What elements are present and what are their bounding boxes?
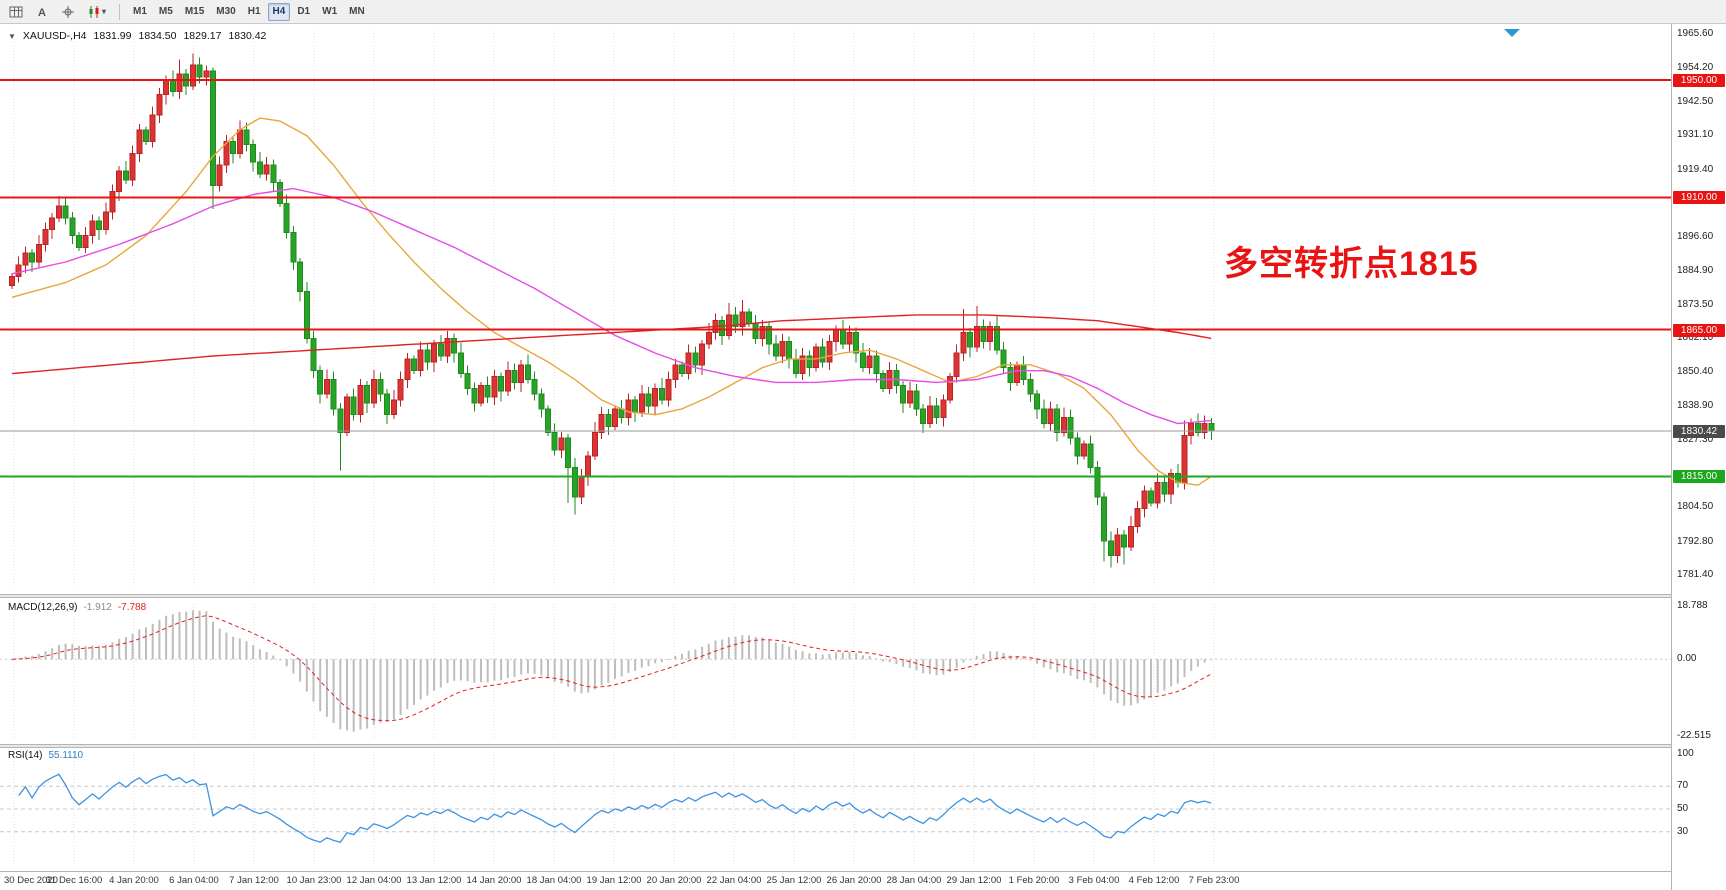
horizontal-lines [0,78,1671,478]
macd-signal-value: -7.788 [117,602,147,613]
high-value: 1834.50 [138,30,177,42]
timeframe-button-d1[interactable]: D1 [297,6,311,17]
timeframe-button-h4[interactable]: H4 [267,2,291,21]
rsi-axis-label: 70 [1677,780,1689,792]
time-axis-label: 14 Jan 20:00 [466,875,522,886]
price-axis-label: 1862.10 [1677,332,1714,344]
candles-group [9,53,1215,568]
dropdown-caret-icon[interactable]: ▾ [102,7,107,16]
macd-axis-max-label: 18.788 [1677,600,1708,611]
time-axis[interactable]: 30 Dec 2020 31 Dec 16:00 4 Jan 20:00 6 Jan … [0,871,1671,887]
bull-bear-annotation-text: 多空转折点1815 [1224,245,1479,283]
ma-mid-magenta [11,187,1212,425]
chart-canvas[interactable] [0,24,1726,890]
hline-price-tag: 1865.00 [1673,323,1725,337]
time-axis-label: 4 Feb 12:00 [1128,875,1180,886]
chart-shift-marker-icon[interactable] [1504,29,1520,37]
time-axis-label: 13 Jan 12:00 [406,875,462,886]
timeframe-button-group: M1 M5 M15 M30 H1 H4 D1 W1 MN [128,2,370,21]
one-click-expander-icon[interactable]: ▼ [8,31,16,41]
price-axis-label: 1942.50 [1677,95,1714,107]
grid-lines [13,30,1215,866]
time-axis-label: 7 Feb 23:00 [1188,875,1240,886]
rsi-axis-label: 100 [1677,748,1694,759]
rsi-value: 55.1110 [48,750,84,761]
quotes-grid-icon[interactable] [4,3,28,21]
toolbar: A ▾ M1 M5 M15 M30 H1 H4 D1 W1 MN [0,0,1726,24]
price-axis-label: 1884.90 [1677,265,1714,277]
rsi-axis-label: 50 [1677,803,1689,814]
price-axis-label: 1838.90 [1677,400,1714,412]
pane-separator-rsi[interactable] [0,744,1726,748]
chart-type-icon[interactable]: ▾ [82,3,111,21]
price-axis-label: 1804.50 [1677,501,1714,513]
ma-slow-red [11,314,1212,375]
time-axis-label: 12 Jan 04:00 [346,875,402,886]
chart-area[interactable]: ▼ XAUUSD-,H4 1831.99 1834.50 1829.17 183… [0,24,1726,890]
time-axis-label: 4 Jan 20:00 [109,875,159,886]
ma-fast-orange [11,117,1212,486]
time-axis-label: 18 Jan 04:00 [526,875,582,886]
time-axis-label: 30 Dec 2020 [4,875,58,886]
price-axis-label: 1931.10 [1677,129,1714,141]
time-axis-label: 3 Feb 04:00 [1068,875,1120,886]
low-value: 1829.17 [183,30,222,42]
bid-price-tag: 1830.42 [1673,425,1725,439]
price-axis-label: 1919.40 [1677,163,1714,175]
toolbar-icon-group: A ▾ [4,3,111,21]
macd-indicator-label: MACD(12,26,9) -1.912 -7.788 [8,602,146,613]
price-axis-label: 1896.60 [1677,230,1714,242]
time-axis-label: 22 Jan 04:00 [706,875,762,886]
price-axis-label: 1827.30 [1677,434,1714,446]
time-axis-label: 20 Jan 20:00 [646,875,702,886]
rsi-title: RSI(14) [8,750,43,761]
time-axis-label: 19 Jan 12:00 [586,875,642,886]
time-axis-label: 31 Dec 16:00 [45,875,103,886]
time-axis-label: 26 Jan 20:00 [826,875,882,886]
time-axis-label: 1 Feb 20:00 [1008,875,1060,886]
macd-axis-zero-label: 0.00 [1677,653,1697,665]
timeframe-button-mn[interactable]: MN [349,6,365,17]
timeframe-button-m1[interactable]: M1 [133,6,147,17]
macd-title: MACD(12,26,9) [8,602,78,613]
rsi-axis-label: 30 [1677,825,1689,837]
symbol-timeframe-label: XAUUSD-,H4 [22,30,87,42]
time-axis-label: 10 Jan 23:00 [286,875,342,886]
price-axis-label: 1965.60 [1677,28,1714,40]
time-axis-label: 25 Jan 12:00 [766,875,822,886]
price-axis[interactable]: 1965.60 1954.20 1942.50 1931.10 1919.40 1896.… [1671,24,1726,890]
price-axis-label: 1954.20 [1677,61,1714,73]
time-axis-label: 28 Jan 04:00 [886,875,942,886]
hline-price-tag: 1950.00 [1673,73,1725,87]
time-axis-label: 6 Jan 04:00 [169,875,219,886]
timeframe-button-m5[interactable]: M5 [158,6,173,17]
close-value: 1830.42 [228,30,267,42]
macd-main-value: -1.912 [83,602,112,613]
timeframe-button-w1[interactable]: W1 [322,6,338,17]
crosshair-icon[interactable] [56,3,80,21]
toolbar-separator [119,3,121,20]
chart-header: ▼ XAUUSD-,H4 1831.99 1834.50 1829.17 183… [8,30,266,42]
timeframe-button-h1[interactable]: H1 [247,6,261,17]
price-axis-label: 1781.40 [1677,569,1714,581]
timeframe-button-m15[interactable]: M15 [184,6,205,17]
time-axis-label: 7 Jan 12:00 [229,875,279,886]
price-axis-label: 1792.80 [1677,535,1714,547]
timeframe-button-m30[interactable]: M30 [216,6,236,17]
time-axis-label: 29 Jan 12:00 [946,875,1002,886]
pane-separator-macd[interactable] [0,594,1726,598]
hline-price-tag: 1910.00 [1673,191,1725,205]
hline-price-tag: 1815.00 [1673,470,1725,484]
svg-text:A: A [38,7,46,19]
macd-group [0,610,1671,732]
macd-axis-min-label: -22.515 [1677,730,1711,741]
rsi-indicator-label: RSI(14) 55.1110 [8,750,83,761]
price-axis-label: 1873.50 [1677,298,1714,310]
open-value: 1831.99 [93,30,132,42]
rsi-group [0,773,1671,843]
price-axis-label: 1850.40 [1677,366,1714,378]
cursor-tool-icon[interactable]: A [30,3,54,21]
